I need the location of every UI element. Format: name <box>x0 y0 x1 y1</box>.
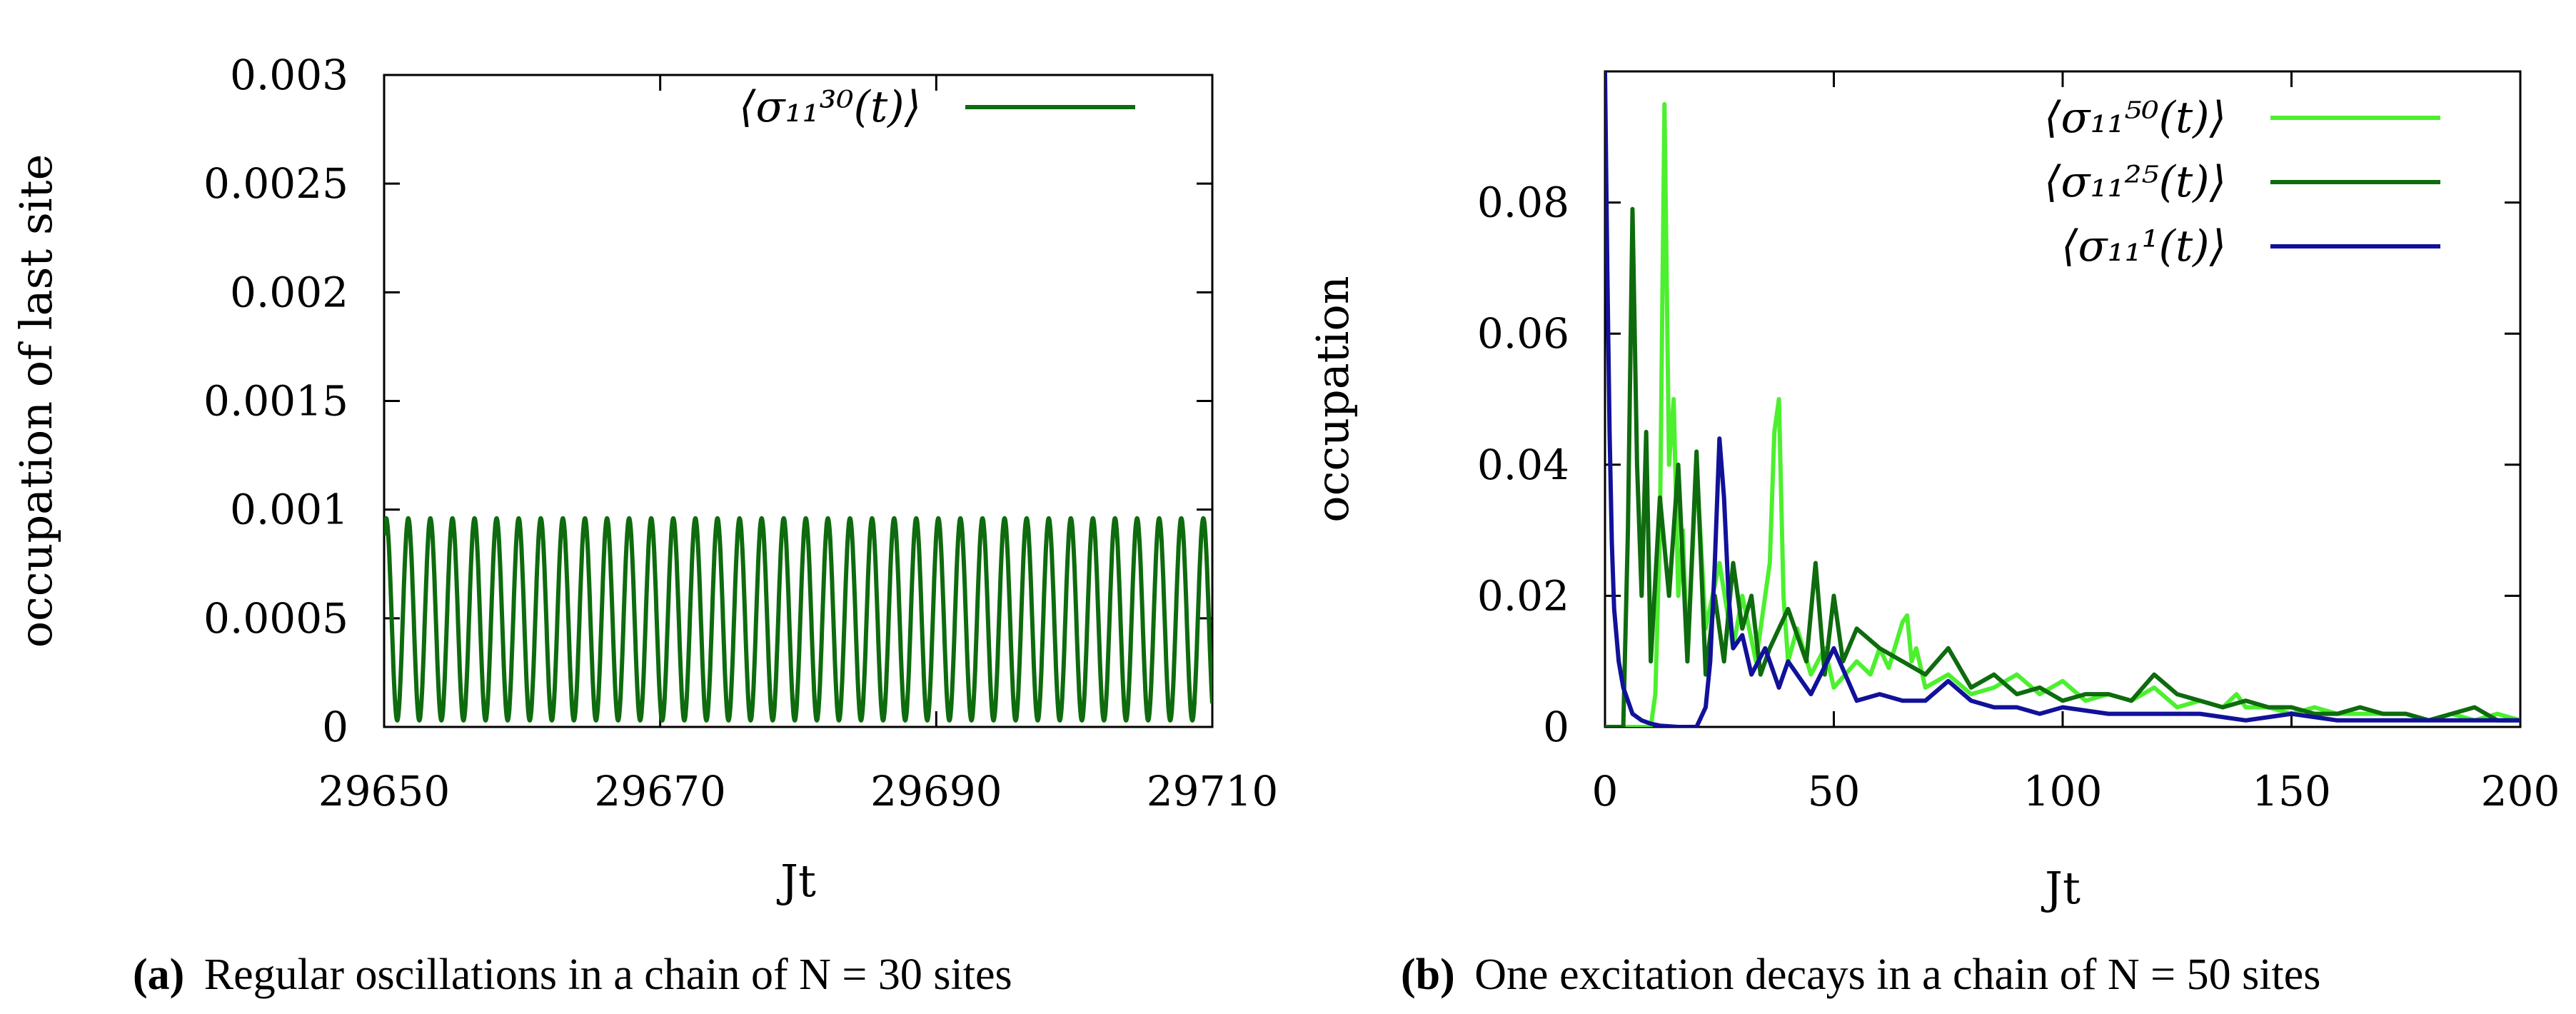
panel-b-y-tick-label: 0.08 <box>1477 179 1569 227</box>
panel-a-y-tick-label: 0 <box>322 703 348 751</box>
panel-a-y-tick-label: 0.0005 <box>203 594 348 643</box>
panel-a-x-tick-label: 29710 <box>1147 767 1279 815</box>
panel-b-chart: 0 50 100 150 200 0 0.02 0.04 0.06 0.08 Jt occupatio… <box>1307 70 2560 914</box>
caption-a-tag: (a) <box>133 950 184 999</box>
caption-a: (a) Regular oscillations in a chain of N… <box>133 950 1012 999</box>
panel-a-y-axis-label: occupation of last site <box>10 154 62 648</box>
panel-a-x-tick-label: 29690 <box>870 767 1002 815</box>
panel-a-y-tick-label: 0.002 <box>230 268 348 316</box>
panel-b-y-tick-label: 0.02 <box>1477 571 1569 620</box>
panel-a-y-tick-label: 0.0025 <box>203 159 348 208</box>
caption-b-tag: (b) <box>1401 950 1455 999</box>
panel-b-y-tick-label: 0.04 <box>1477 441 1569 489</box>
panel-b-x-tick-label: 100 <box>2023 767 2103 815</box>
caption-a-text: Regular oscillations in a chain of N = 3… <box>204 950 1012 999</box>
panel-b-x-tick-label: 200 <box>2481 767 2560 815</box>
panel-b-series-1-line <box>1605 206 2520 727</box>
panel-b-legend-label-1: ⟨σ₁₁²⁵(t)⟩ <box>2044 157 2226 207</box>
panel-a-legend-label-0: ⟨σ₁₁³⁰(t)⟩ <box>739 82 921 132</box>
panel-a-series-0-line <box>384 516 1212 723</box>
panel-b-x-axis-label: Jt <box>2041 862 2081 914</box>
panel-b-y-tick-label: 0.06 <box>1477 309 1569 358</box>
panel-a-y-tick-label: 0.003 <box>230 51 348 99</box>
caption-b: (b) One excitation decays in a chain of … <box>1401 950 2320 999</box>
panel-a-x-tick-label: 29670 <box>594 767 726 815</box>
panel-b-y-axis-label: occupation <box>1307 276 1359 522</box>
panel-a-y-tick-label: 0.0015 <box>203 377 348 426</box>
panel-b-x-tick-label: 150 <box>2252 767 2331 815</box>
panel-a-x-tick-label: 29650 <box>318 767 451 815</box>
panel-b-x-tick-label: 0 <box>1592 767 1619 815</box>
captions: (a) Regular oscillations in a chain of N… <box>133 950 2320 999</box>
panel-b-legend-label-0: ⟨σ₁₁⁵⁰(t)⟩ <box>2044 93 2226 143</box>
panel-a-chart: 29650 29670 29690 29710 0 0.0005 0.001 0.0015 0.… <box>10 51 1278 907</box>
panel-b-x-tick-label: 50 <box>1808 767 1861 815</box>
panel-b-y-tick-label: 0 <box>1543 703 1569 751</box>
panel-a-y-tick-label: 0.001 <box>230 486 348 534</box>
caption-b-text: One excitation decays in a chain of N = … <box>1474 950 2320 999</box>
panel-b-series-2-line <box>1605 71 2520 727</box>
panel-a-x-axis-label: Jt <box>776 855 816 907</box>
panel-b-legend-label-2: ⟨σ₁₁¹(t)⟩ <box>2061 221 2226 271</box>
